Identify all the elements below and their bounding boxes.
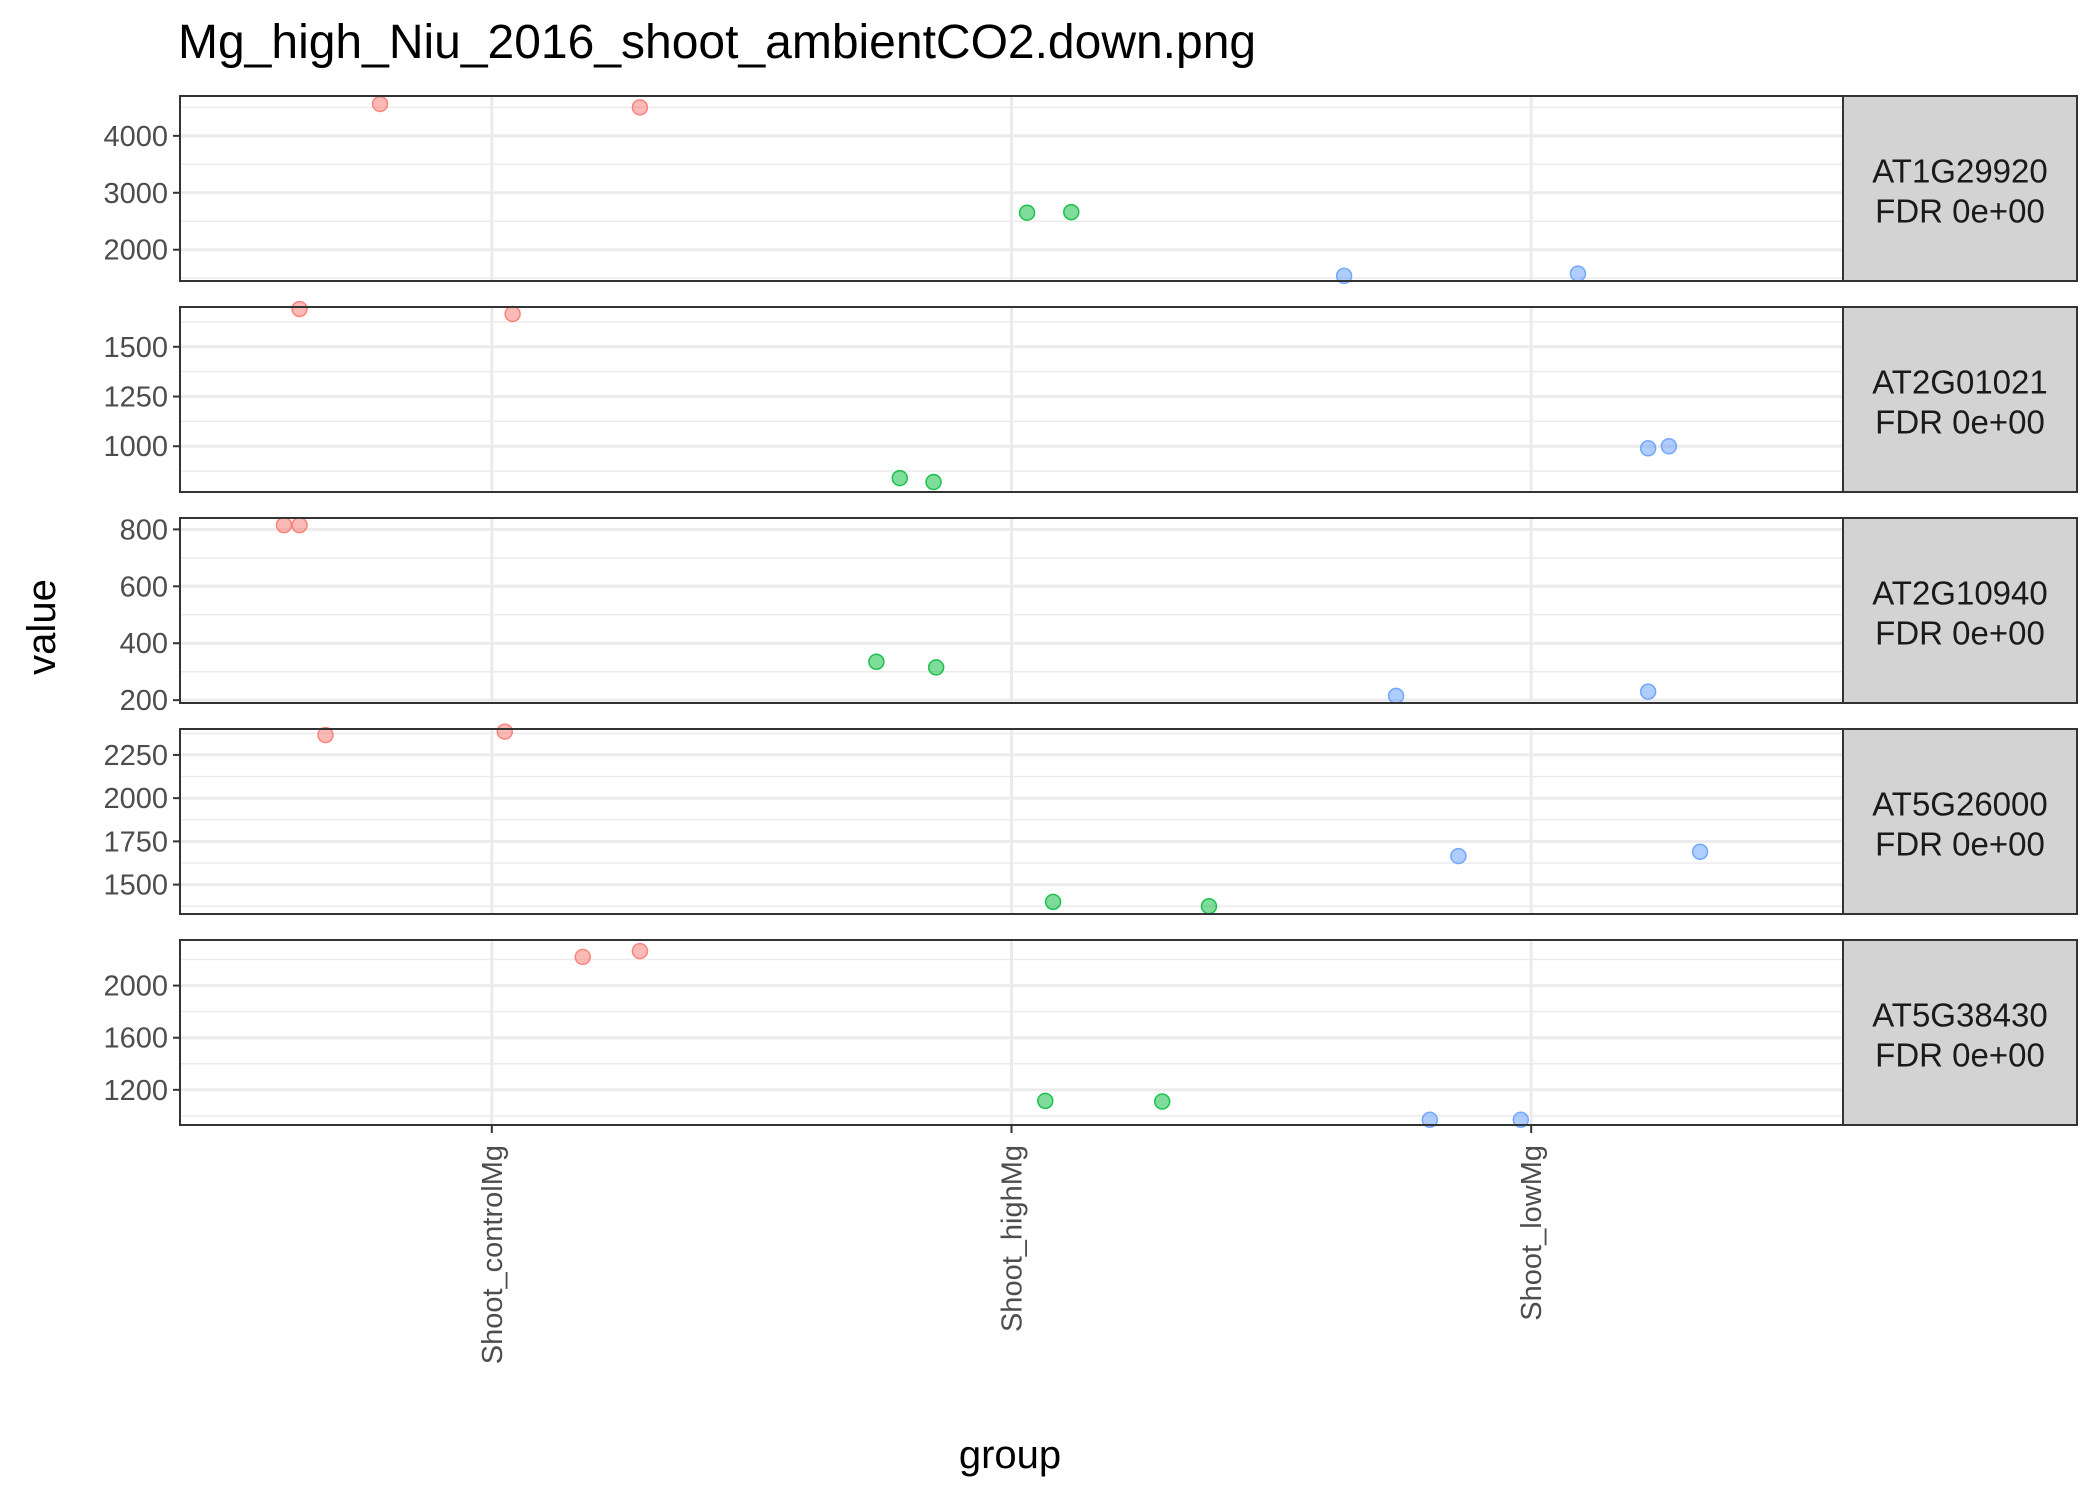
data-point xyxy=(275,516,293,534)
data-point xyxy=(1018,204,1036,221)
data-point xyxy=(291,516,308,534)
data-point xyxy=(1512,1111,1530,1129)
y-tick-label: 2000 xyxy=(103,783,168,815)
data-point xyxy=(1044,893,1062,911)
strip-gene-label: AT1G29920 xyxy=(1872,153,2048,190)
strip-fdr-label: FDR 0e+00 xyxy=(1875,193,2045,230)
data-point xyxy=(1063,203,1080,221)
x-axis: Shoot_controlMg Shoot_highMg Shoot_lowMg xyxy=(477,1125,1548,1364)
data-point xyxy=(631,99,649,116)
facet-strip xyxy=(1842,306,2078,493)
data-point xyxy=(1639,439,1657,457)
data-point xyxy=(927,659,945,676)
y-tick-label: 200 xyxy=(120,685,168,717)
facet-strip xyxy=(1842,517,2078,704)
facet-strip xyxy=(1842,939,2078,1126)
data-point xyxy=(371,95,389,113)
y-tick-label: 400 xyxy=(120,628,168,660)
y-tick-label: 1500 xyxy=(103,332,168,364)
facet-strip xyxy=(1842,95,2078,282)
y-tick-label: 600 xyxy=(120,571,168,603)
y-tick-label: 1200 xyxy=(103,1075,168,1107)
data-point xyxy=(317,726,334,744)
facet-strip xyxy=(1842,728,2078,915)
data-point xyxy=(1153,1093,1171,1110)
y-tick-label: 800 xyxy=(120,514,168,546)
x-tick-label: Shoot_lowMg xyxy=(1516,1145,1548,1321)
data-point xyxy=(574,948,592,966)
x-axis-title: group xyxy=(959,1433,1061,1477)
x-tick-label: Shoot_controlMg xyxy=(477,1145,509,1364)
data-point xyxy=(1335,267,1353,285)
data-point xyxy=(504,305,521,323)
data-point xyxy=(1660,437,1678,455)
data-point xyxy=(891,469,909,487)
data-point xyxy=(1421,1111,1439,1129)
data-point xyxy=(496,723,514,740)
y-tick-label: 1250 xyxy=(103,382,168,414)
data-point xyxy=(868,653,885,670)
data-point xyxy=(925,473,942,491)
data-point xyxy=(1200,897,1218,915)
data-point xyxy=(1037,1092,1054,1110)
data-point xyxy=(291,300,308,318)
data-point xyxy=(631,942,649,960)
y-tick-label: 1750 xyxy=(103,826,168,858)
y-tick-label: 4000 xyxy=(103,121,168,153)
data-point xyxy=(1639,683,1657,700)
data-point xyxy=(1387,687,1405,705)
y-tick-label: 2250 xyxy=(103,740,168,772)
strip-gene-label: AT5G38430 xyxy=(1872,997,2048,1034)
data-point xyxy=(1569,265,1587,282)
y-tick-label: 1000 xyxy=(103,431,168,463)
strip-fdr-label: FDR 0e+00 xyxy=(1875,404,2045,441)
x-tick-label: Shoot_highMg xyxy=(997,1145,1029,1332)
y-tick-label: 2000 xyxy=(103,971,168,1003)
y-tick-label: 1600 xyxy=(103,1023,168,1055)
data-point xyxy=(1450,847,1467,865)
strip-fdr-label: FDR 0e+00 xyxy=(1875,1037,2045,1074)
y-axis-title: value xyxy=(20,579,64,675)
y-tick-label: 3000 xyxy=(103,178,168,210)
strip-gene-label: AT2G10940 xyxy=(1872,575,2048,612)
y-tick-label: 2000 xyxy=(103,235,168,267)
strip-fdr-label: FDR 0e+00 xyxy=(1875,615,2045,652)
strip-gene-label: AT5G26000 xyxy=(1872,786,2048,823)
strip-fdr-label: FDR 0e+00 xyxy=(1875,826,2045,863)
chart-title: Mg_high_Niu_2016_shoot_ambientCO2.down.p… xyxy=(178,16,1256,69)
y-tick-label: 1500 xyxy=(103,870,168,902)
strip-gene-label: AT2G01021 xyxy=(1872,364,2048,401)
data-point xyxy=(1691,843,1709,861)
